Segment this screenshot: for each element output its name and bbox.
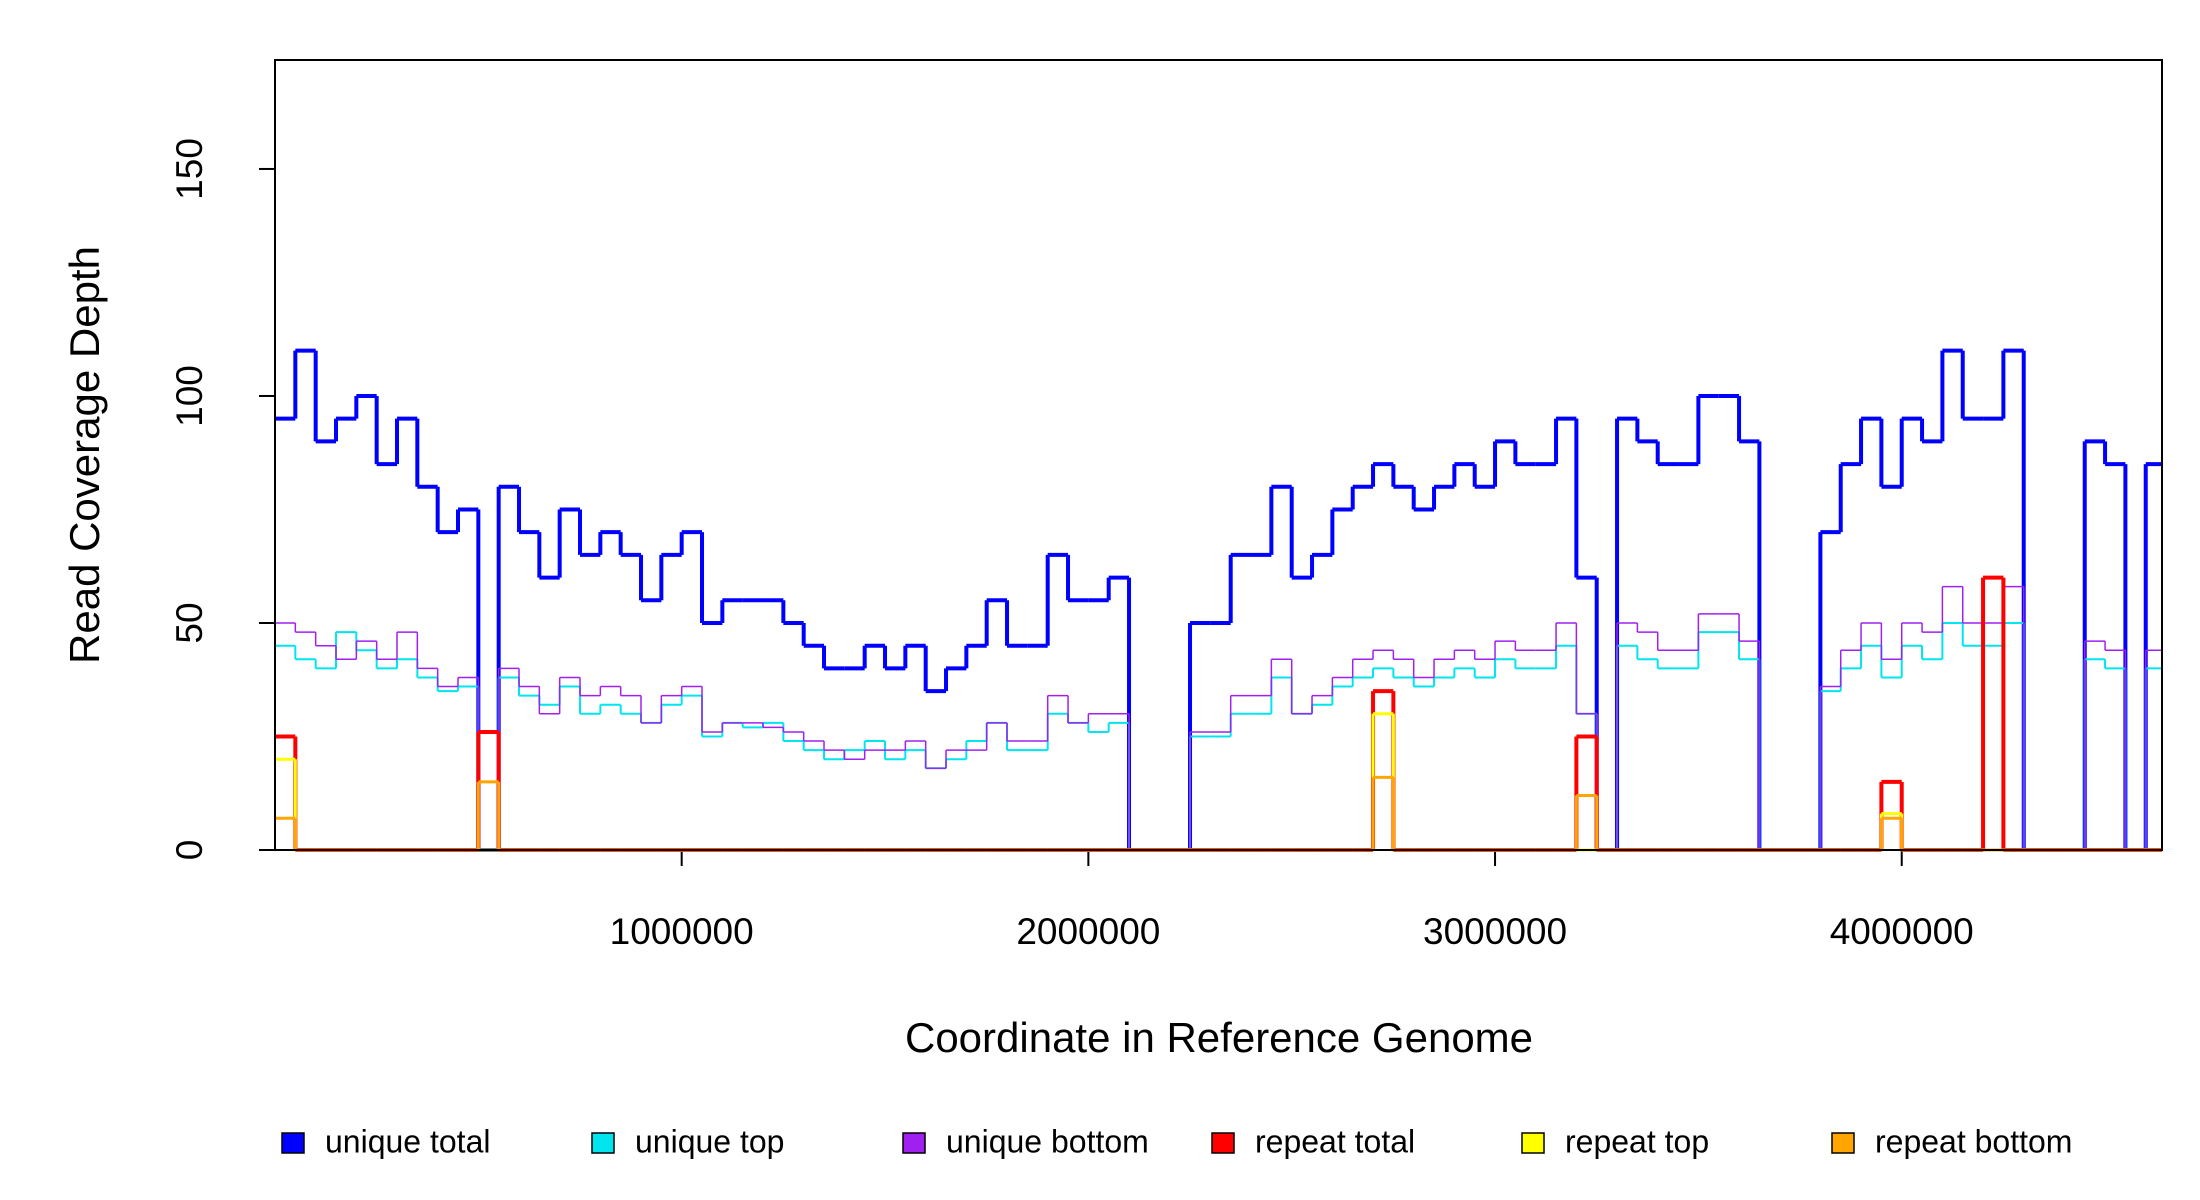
legend-label: unique bottom bbox=[946, 1123, 1149, 1159]
plot-frame bbox=[274, 59, 2163, 851]
legend-swatch bbox=[1521, 1132, 1545, 1154]
legend-swatch bbox=[281, 1132, 305, 1154]
legend-swatch bbox=[902, 1132, 926, 1154]
x-tick-label: 2000000 bbox=[1016, 911, 1160, 952]
legend-swatch bbox=[1831, 1132, 1855, 1154]
y-tick-label: 0 bbox=[169, 840, 210, 861]
series-riser bbox=[293, 777, 1904, 850]
series-riser bbox=[293, 713, 1904, 850]
series-riser bbox=[294, 586, 2147, 850]
legend-label: repeat bottom bbox=[1875, 1123, 2072, 1159]
legend-label: unique top bbox=[635, 1123, 784, 1159]
legend-label: repeat top bbox=[1565, 1123, 1709, 1159]
series-riser bbox=[293, 577, 2006, 850]
y-tick-label: 50 bbox=[169, 602, 210, 643]
legend-label: unique total bbox=[325, 1123, 490, 1159]
x-tick-label: 1000000 bbox=[610, 911, 754, 952]
x-tick-label: 4000000 bbox=[1830, 911, 1974, 952]
legend-label: repeat total bbox=[1255, 1123, 1415, 1159]
legend-swatch bbox=[1211, 1132, 1235, 1154]
y-tick-label: 150 bbox=[169, 138, 210, 200]
x-tick-label: 3000000 bbox=[1423, 911, 1567, 952]
series-riser bbox=[293, 350, 2148, 850]
legend-swatch bbox=[591, 1132, 615, 1154]
x-axis-label: Coordinate in Reference Genome bbox=[905, 1014, 1533, 1061]
y-axis-label: Read Coverage Depth bbox=[61, 246, 108, 664]
y-tick-label: 100 bbox=[169, 365, 210, 427]
